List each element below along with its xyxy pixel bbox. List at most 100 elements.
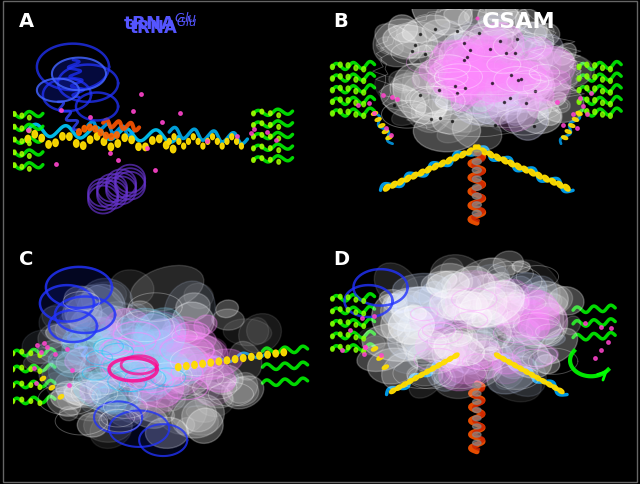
Ellipse shape — [38, 340, 88, 366]
Ellipse shape — [273, 350, 278, 357]
Ellipse shape — [593, 63, 596, 69]
Ellipse shape — [500, 64, 523, 83]
Ellipse shape — [458, 37, 472, 54]
Ellipse shape — [192, 375, 232, 406]
Ellipse shape — [269, 147, 272, 151]
Ellipse shape — [472, 416, 481, 421]
Ellipse shape — [164, 282, 216, 341]
Ellipse shape — [484, 76, 515, 93]
Ellipse shape — [432, 164, 438, 170]
Ellipse shape — [485, 97, 534, 133]
Ellipse shape — [452, 293, 512, 328]
Ellipse shape — [129, 137, 134, 144]
Ellipse shape — [95, 318, 121, 338]
Ellipse shape — [164, 377, 189, 402]
Ellipse shape — [435, 0, 472, 29]
Ellipse shape — [223, 376, 264, 409]
Ellipse shape — [133, 385, 150, 404]
Ellipse shape — [472, 408, 481, 413]
Ellipse shape — [540, 47, 574, 75]
Ellipse shape — [11, 383, 15, 388]
Ellipse shape — [381, 353, 418, 390]
Ellipse shape — [198, 363, 231, 389]
Ellipse shape — [530, 308, 559, 330]
Ellipse shape — [13, 151, 16, 155]
Ellipse shape — [147, 374, 172, 394]
Ellipse shape — [119, 367, 159, 398]
Ellipse shape — [441, 360, 447, 365]
Ellipse shape — [29, 351, 33, 356]
Ellipse shape — [5, 114, 8, 119]
Ellipse shape — [252, 135, 255, 140]
Ellipse shape — [362, 114, 365, 119]
Ellipse shape — [409, 367, 443, 398]
Ellipse shape — [460, 81, 525, 118]
Ellipse shape — [32, 131, 38, 139]
Ellipse shape — [539, 64, 554, 79]
Ellipse shape — [167, 336, 190, 357]
Ellipse shape — [609, 91, 612, 96]
Ellipse shape — [28, 142, 31, 146]
Ellipse shape — [79, 344, 131, 388]
Ellipse shape — [169, 362, 195, 392]
Ellipse shape — [96, 336, 125, 358]
Ellipse shape — [533, 294, 568, 314]
Ellipse shape — [525, 290, 543, 306]
Ellipse shape — [135, 331, 179, 354]
Ellipse shape — [490, 28, 536, 65]
Ellipse shape — [277, 137, 280, 142]
Ellipse shape — [122, 356, 157, 391]
Ellipse shape — [389, 347, 442, 375]
Ellipse shape — [113, 332, 161, 367]
Ellipse shape — [425, 167, 432, 174]
Ellipse shape — [354, 348, 358, 352]
Ellipse shape — [500, 44, 523, 62]
Ellipse shape — [90, 411, 132, 449]
Ellipse shape — [444, 351, 488, 384]
Ellipse shape — [412, 0, 472, 36]
Ellipse shape — [397, 313, 431, 354]
Ellipse shape — [339, 109, 342, 115]
Ellipse shape — [441, 258, 464, 284]
Ellipse shape — [377, 356, 383, 361]
Ellipse shape — [524, 38, 552, 59]
Ellipse shape — [433, 319, 471, 340]
Ellipse shape — [48, 352, 86, 378]
Ellipse shape — [600, 101, 605, 106]
Ellipse shape — [467, 149, 473, 155]
Ellipse shape — [481, 84, 516, 108]
Ellipse shape — [191, 135, 195, 140]
Ellipse shape — [362, 337, 365, 341]
Ellipse shape — [492, 353, 521, 374]
Ellipse shape — [461, 25, 508, 61]
Ellipse shape — [165, 326, 186, 337]
Ellipse shape — [459, 350, 502, 379]
Ellipse shape — [498, 357, 527, 379]
Ellipse shape — [46, 141, 51, 149]
Ellipse shape — [260, 110, 264, 115]
Ellipse shape — [527, 284, 545, 297]
Ellipse shape — [474, 63, 491, 78]
Ellipse shape — [129, 361, 157, 385]
Ellipse shape — [444, 49, 486, 89]
Ellipse shape — [500, 294, 529, 320]
Ellipse shape — [481, 24, 524, 57]
Ellipse shape — [49, 349, 90, 386]
Ellipse shape — [401, 382, 408, 387]
Ellipse shape — [81, 143, 86, 150]
Ellipse shape — [452, 45, 488, 65]
Ellipse shape — [100, 342, 154, 386]
Ellipse shape — [42, 361, 92, 390]
Ellipse shape — [20, 152, 24, 157]
Ellipse shape — [444, 36, 495, 72]
Ellipse shape — [88, 136, 93, 144]
Ellipse shape — [182, 399, 216, 432]
Ellipse shape — [490, 345, 532, 377]
Ellipse shape — [387, 287, 461, 324]
Ellipse shape — [390, 182, 397, 189]
Ellipse shape — [424, 61, 483, 95]
Ellipse shape — [38, 401, 42, 406]
Ellipse shape — [480, 344, 515, 371]
Ellipse shape — [29, 383, 33, 388]
Ellipse shape — [452, 327, 473, 345]
